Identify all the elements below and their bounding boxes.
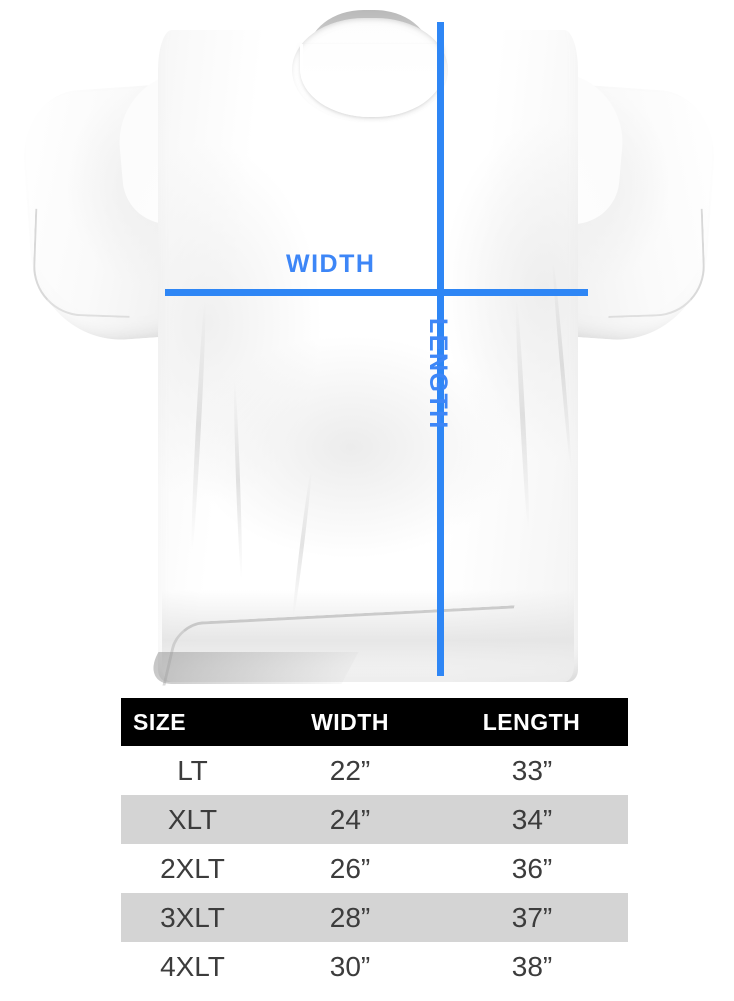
tshirt-hem-shadow (141, 652, 359, 684)
size-chart-header: SIZE WIDTH LENGTH (121, 698, 628, 746)
cell-size: LT (121, 746, 266, 795)
size-chart-body: LT 22” 33” XLT 24” 34” 2XLT 26” 36” 3XLT 28” 37” 4XL… (121, 746, 628, 991)
width-measurement-line (165, 289, 588, 296)
cell-width: 24” (265, 795, 436, 844)
table-header-row: SIZE WIDTH LENGTH (121, 698, 628, 746)
tshirt-illustration (0, 0, 734, 690)
length-measurement-label: LENGTH (424, 318, 452, 430)
cell-length: 36” (435, 844, 628, 893)
table-row: 3XLT 28” 37” (121, 893, 628, 942)
table-row: 2XLT 26” 36” (121, 844, 628, 893)
table-row: LT 22” 33” (121, 746, 628, 795)
cell-length: 38” (435, 942, 628, 991)
cell-width: 26” (265, 844, 436, 893)
table-row: XLT 24” 34” (121, 795, 628, 844)
cell-width: 28” (265, 893, 436, 942)
cell-size: 3XLT (121, 893, 266, 942)
column-header-width: WIDTH (265, 698, 435, 746)
cell-size: XLT (121, 795, 266, 844)
cell-width: 22” (265, 746, 436, 795)
size-chart-table: SIZE WIDTH LENGTH LT 22” 33” XLT 24” 34” 2XLT 2… (121, 698, 628, 991)
tshirt-body (158, 30, 578, 682)
cell-width: 30” (265, 942, 436, 991)
width-measurement-label: WIDTH (286, 250, 376, 278)
cell-length: 33” (435, 746, 628, 795)
table-row: 4XLT 30” 38” (121, 942, 628, 991)
cell-length: 34” (435, 795, 628, 844)
column-header-length: LENGTH (435, 698, 628, 746)
cell-size: 4XLT (121, 942, 266, 991)
cell-size: 2XLT (121, 844, 266, 893)
column-header-size: SIZE (121, 698, 265, 746)
product-photo: WIDTH LENGTH (0, 0, 734, 690)
cell-length: 37” (435, 893, 628, 942)
length-measurement-line (437, 22, 444, 676)
